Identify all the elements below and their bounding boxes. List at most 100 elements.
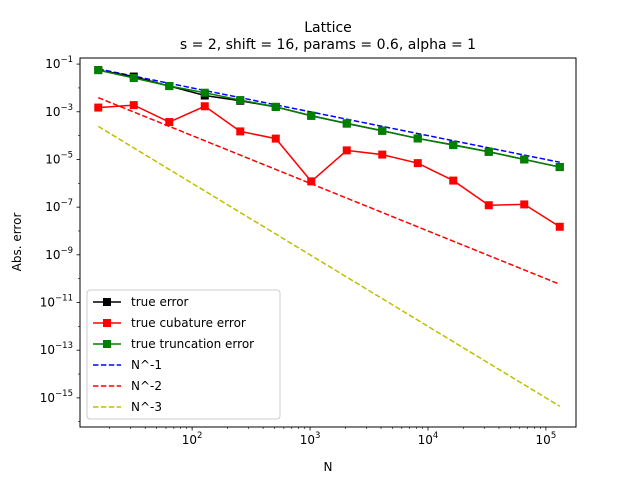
y-tick-base: 10 xyxy=(45,105,60,119)
data-point xyxy=(413,159,422,168)
series-line xyxy=(97,96,561,285)
data-point xyxy=(378,126,387,135)
legend-marker xyxy=(103,319,111,327)
series-line xyxy=(98,104,561,228)
data-point xyxy=(129,101,138,110)
y-axis-label: Abs. error xyxy=(10,213,24,272)
series-layer xyxy=(94,66,564,407)
y-tick-exponent: −13 xyxy=(55,341,73,351)
y-tick-label: 10−7 xyxy=(45,198,73,214)
legend-label: N^-3 xyxy=(131,400,162,414)
y-tick-label: 10−13 xyxy=(40,341,73,357)
x-tick-base: 10 xyxy=(300,433,315,447)
y-tick-base: 10 xyxy=(45,248,60,262)
y-tick-base: 10 xyxy=(40,391,55,405)
data-point xyxy=(271,102,280,111)
data-point xyxy=(307,111,316,120)
x-axis-ticks: 102 103 104 105 xyxy=(109,427,557,447)
chart-subtitle: s = 2, shift = 16, params = 0.6, alpha =… xyxy=(180,37,476,53)
data-point xyxy=(129,74,138,83)
data-point xyxy=(378,150,387,159)
x-tick-label: 102 xyxy=(182,431,203,447)
legend-entry: N^-1 xyxy=(93,358,162,372)
legend-entry: true error xyxy=(93,295,189,309)
x-tick-exponent: 3 xyxy=(315,431,320,441)
x-axis-label: N xyxy=(324,460,333,474)
x-tick-base: 10 xyxy=(536,433,551,447)
legend: true error true cubature error true trunca… xyxy=(86,289,281,420)
legend-label: N^-1 xyxy=(131,358,162,372)
data-point xyxy=(307,177,316,186)
series-line xyxy=(98,69,560,168)
y-tick-base: 10 xyxy=(40,296,55,310)
data-point xyxy=(200,88,209,97)
legend-marker xyxy=(103,340,111,348)
legend-marker xyxy=(103,298,111,306)
legend-label: N^-2 xyxy=(131,379,162,393)
y-tick-label: 10−15 xyxy=(40,389,73,405)
y-tick-base: 10 xyxy=(40,343,55,357)
y-tick-label: 10−9 xyxy=(45,246,73,262)
data-point xyxy=(94,66,103,75)
data-point xyxy=(342,119,351,128)
legend-entry: true truncation error xyxy=(93,337,254,351)
y-tick-base: 10 xyxy=(45,152,60,166)
series-4 xyxy=(97,96,561,285)
data-point xyxy=(165,82,174,91)
series-3 xyxy=(98,68,560,163)
data-point xyxy=(236,96,245,105)
data-point xyxy=(484,147,493,156)
data-point xyxy=(413,134,422,143)
legend-label: true cubature error xyxy=(131,316,246,330)
x-tick-exponent: 5 xyxy=(551,431,556,441)
series-2 xyxy=(94,66,564,172)
data-point xyxy=(200,102,209,111)
series-line xyxy=(98,68,560,163)
x-tick-base: 10 xyxy=(182,433,197,447)
data-point xyxy=(165,118,174,127)
y-tick-base: 10 xyxy=(45,57,60,71)
legend-label: true truncation error xyxy=(131,337,254,351)
legend-entry: true cubature error xyxy=(93,316,246,330)
y-tick-exponent: −11 xyxy=(55,294,73,304)
data-point xyxy=(449,176,458,185)
data-point xyxy=(555,163,564,172)
x-tick-label: 103 xyxy=(300,431,321,447)
x-tick-base: 10 xyxy=(418,433,433,447)
series-5 xyxy=(97,125,561,407)
series-line xyxy=(97,125,561,407)
legend-frame xyxy=(86,289,281,420)
y-tick-exponent: −9 xyxy=(60,246,73,256)
y-tick-label: 10−3 xyxy=(45,103,73,119)
y-tick-exponent: −1 xyxy=(60,55,73,65)
y-tick-label: 10−1 xyxy=(45,55,73,71)
data-point xyxy=(342,146,351,155)
y-tick-label: 10−5 xyxy=(45,150,73,166)
x-tick-label: 105 xyxy=(536,431,557,447)
y-tick-exponent: −5 xyxy=(60,150,73,160)
legend-entry: N^-3 xyxy=(93,400,162,414)
data-point xyxy=(271,134,280,143)
data-point xyxy=(520,200,529,209)
data-point xyxy=(555,222,564,231)
series-1 xyxy=(94,101,564,231)
y-tick-label: 10−11 xyxy=(40,294,73,310)
chart-title: Lattice xyxy=(304,20,352,36)
y-tick-exponent: −3 xyxy=(60,103,73,113)
data-point xyxy=(236,127,245,136)
x-tick-exponent: 4 xyxy=(433,431,438,441)
data-point xyxy=(449,141,458,150)
data-point xyxy=(94,103,103,112)
y-tick-exponent: −7 xyxy=(60,198,73,208)
data-point xyxy=(484,201,493,210)
x-tick-exponent: 2 xyxy=(197,431,202,441)
legend-entry: N^-2 xyxy=(93,379,162,393)
data-point xyxy=(520,155,529,164)
y-tick-base: 10 xyxy=(45,200,60,214)
x-tick-label: 104 xyxy=(418,431,439,447)
plot-frame xyxy=(79,57,577,428)
legend-label: true error xyxy=(131,295,189,309)
y-tick-exponent: −15 xyxy=(55,389,73,399)
